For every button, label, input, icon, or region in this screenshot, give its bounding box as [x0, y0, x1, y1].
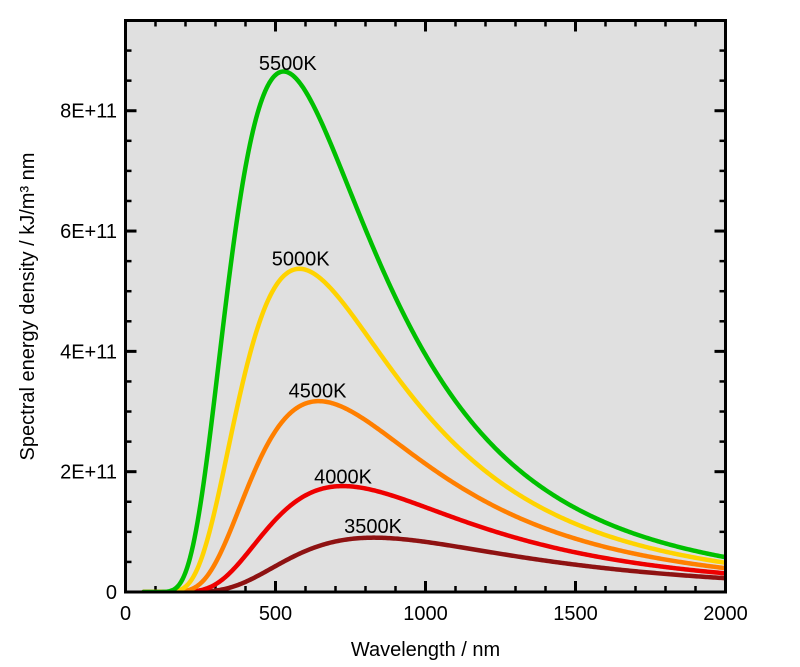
- y-tick-label-6E+11: 6E+11: [60, 221, 117, 243]
- curve-3500K: [141, 535, 726, 592]
- x-axis-title: Wavelength / nm: [351, 639, 500, 661]
- curve-label-4500K: 4500K: [289, 380, 347, 402]
- y-tick-label-2E+11: 2E+11: [60, 462, 117, 484]
- x-tick-label-0: 0: [120, 603, 131, 625]
- curve-label-4000K: 4000K: [314, 466, 372, 488]
- curve-4500K: [141, 398, 726, 592]
- curve-label-5000K: 5000K: [272, 249, 330, 271]
- curve-5000K: [141, 266, 726, 592]
- y-tick-label-0: 0: [106, 582, 117, 604]
- curve-label-5500K: 5500K: [259, 53, 317, 75]
- plot-frame: [124, 19, 727, 594]
- y-tick-label-8E+11: 8E+11: [60, 101, 117, 123]
- y-tick-label-4E+11: 4E+11: [60, 341, 117, 363]
- y-axis-title: Spectral energy density / kJ/m³ nm: [17, 153, 39, 461]
- curve-label-3500K: 3500K: [344, 516, 402, 538]
- x-tick-label-500: 500: [259, 603, 292, 625]
- x-tick-label-2000: 2000: [703, 603, 748, 625]
- curve-5500K: [141, 69, 726, 592]
- x-tick-label-1500: 1500: [553, 603, 598, 625]
- x-tick-label-1000: 1000: [403, 603, 448, 625]
- curve-4000K: [141, 483, 726, 592]
